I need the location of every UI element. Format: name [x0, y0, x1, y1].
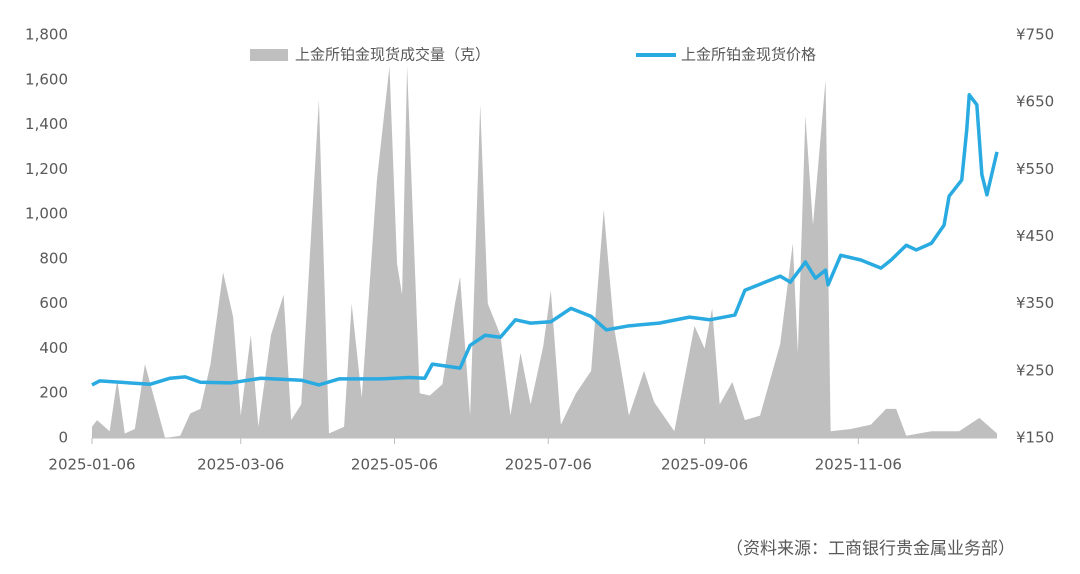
- y2-tick-label: ¥150: [1016, 429, 1054, 447]
- x-tick-label: 2025-01-06: [48, 456, 135, 474]
- legend-swatch: [250, 49, 288, 61]
- source-note: （资料来源：工商银行贵金属业务部）: [726, 539, 1015, 559]
- y-tick-label: 400: [39, 339, 68, 357]
- y2-tick-label: ¥650: [1016, 93, 1054, 111]
- y-tick-label: 1,800: [25, 26, 68, 44]
- legend-label: 上金所铂金现货成交量（克）: [295, 46, 490, 64]
- y2-tick-label: ¥450: [1016, 227, 1054, 245]
- y-tick-label: 800: [39, 249, 68, 267]
- x-tick-label: 2025-09-06: [661, 456, 748, 474]
- x-tick-label: 2025-07-06: [505, 456, 592, 474]
- x-tick-label: 2025-03-06: [197, 456, 284, 474]
- y2-tick-label: ¥250: [1016, 361, 1054, 379]
- y-tick-label: 1,400: [25, 115, 68, 133]
- y-tick-label: 1,600: [25, 70, 68, 88]
- y-tick-label: 200: [39, 384, 68, 402]
- y-tick-label: 600: [39, 294, 68, 312]
- x-tick-label: 2025-11-06: [815, 456, 902, 474]
- y-tick-label: 0: [58, 429, 68, 447]
- y2-tick-label: ¥750: [1016, 26, 1054, 44]
- y2-tick-label: ¥550: [1016, 160, 1054, 178]
- x-tick-label: 2025-05-06: [351, 456, 438, 474]
- y-tick-label: 1,200: [25, 160, 68, 178]
- y2-tick-label: ¥350: [1016, 294, 1054, 312]
- price-line: [91, 93, 999, 387]
- y-tick-label: 1,000: [25, 205, 68, 223]
- legend-label: 上金所铂金现货价格: [681, 46, 816, 64]
- volume-area: [92, 66, 997, 438]
